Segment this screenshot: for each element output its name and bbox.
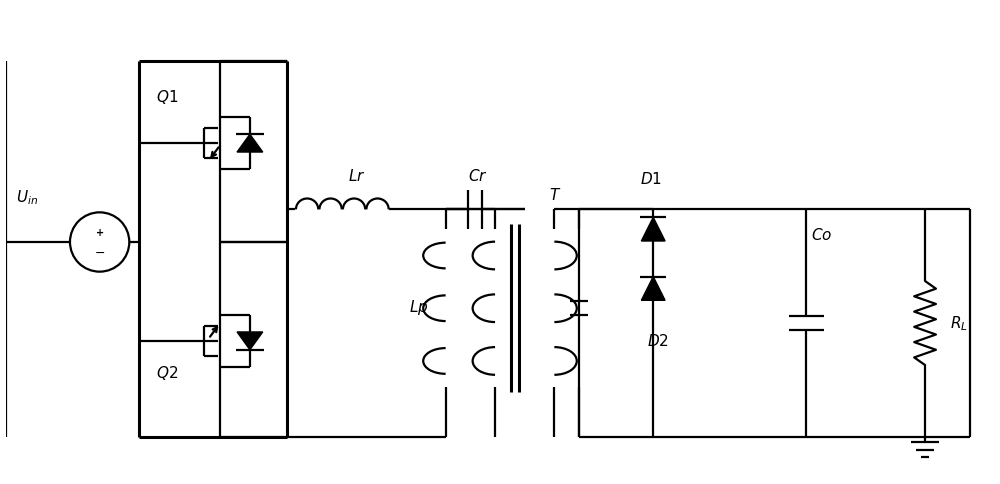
Text: $T$: $T$ bbox=[549, 187, 562, 203]
Text: $Co$: $Co$ bbox=[811, 227, 833, 242]
Text: $Cr$: $Cr$ bbox=[468, 167, 488, 183]
Text: $Lr$: $Lr$ bbox=[348, 167, 365, 183]
Text: $Q1$: $Q1$ bbox=[156, 88, 178, 106]
Polygon shape bbox=[237, 332, 263, 350]
Polygon shape bbox=[237, 135, 263, 153]
Text: $U_{in}$: $U_{in}$ bbox=[16, 188, 39, 207]
Polygon shape bbox=[641, 218, 665, 242]
Text: $Lp$: $Lp$ bbox=[409, 298, 429, 317]
Polygon shape bbox=[641, 277, 665, 301]
Text: $D2$: $D2$ bbox=[647, 332, 669, 348]
Text: +: + bbox=[96, 227, 104, 238]
Text: −: − bbox=[94, 247, 105, 260]
Text: $D1$: $D1$ bbox=[640, 170, 662, 186]
Text: $Q2$: $Q2$ bbox=[156, 363, 178, 382]
Text: $R_L$: $R_L$ bbox=[950, 314, 968, 333]
